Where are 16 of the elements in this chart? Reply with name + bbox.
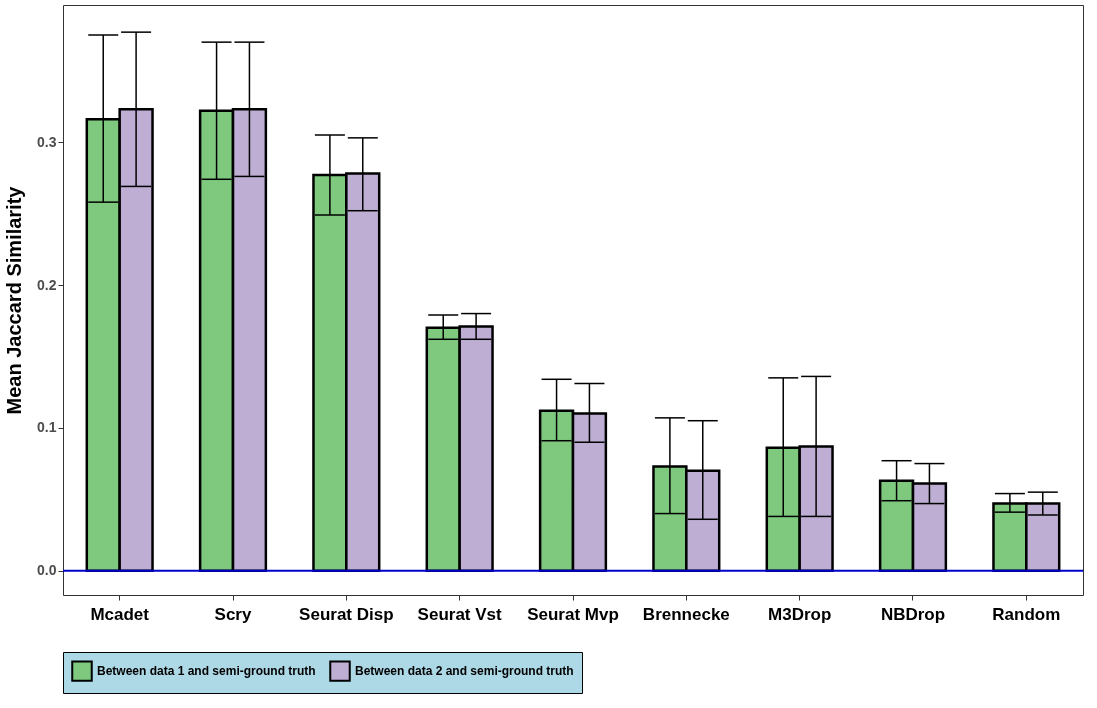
x-tick-label: M3Drop [768,604,832,624]
y-tick-label: 0.1 [37,419,57,436]
y-tick-label: 0.2 [37,276,57,293]
x-tick-label: Mcadet [90,604,150,624]
x-tick-label: Brennecke [642,604,730,624]
x-tick-label: Seurat Mvp [527,604,619,624]
x-tick-label: Seurat Vst [417,604,503,624]
y-axis-title: Mean Jaccard Similarity [3,185,26,415]
x-tick-label: Seurat Disp [299,604,394,624]
x-tick-label: Random [992,604,1061,624]
legend-label: Between data 2 and semi-ground truth [355,664,574,679]
y-tick-label: 0.0 [37,562,57,579]
legend-label: Between data 1 and semi-ground truth [97,664,316,679]
x-tick-label: Scry [214,604,252,624]
x-tick-label: NBDrop [880,604,946,624]
y-tick-label: 0.3 [37,133,57,150]
